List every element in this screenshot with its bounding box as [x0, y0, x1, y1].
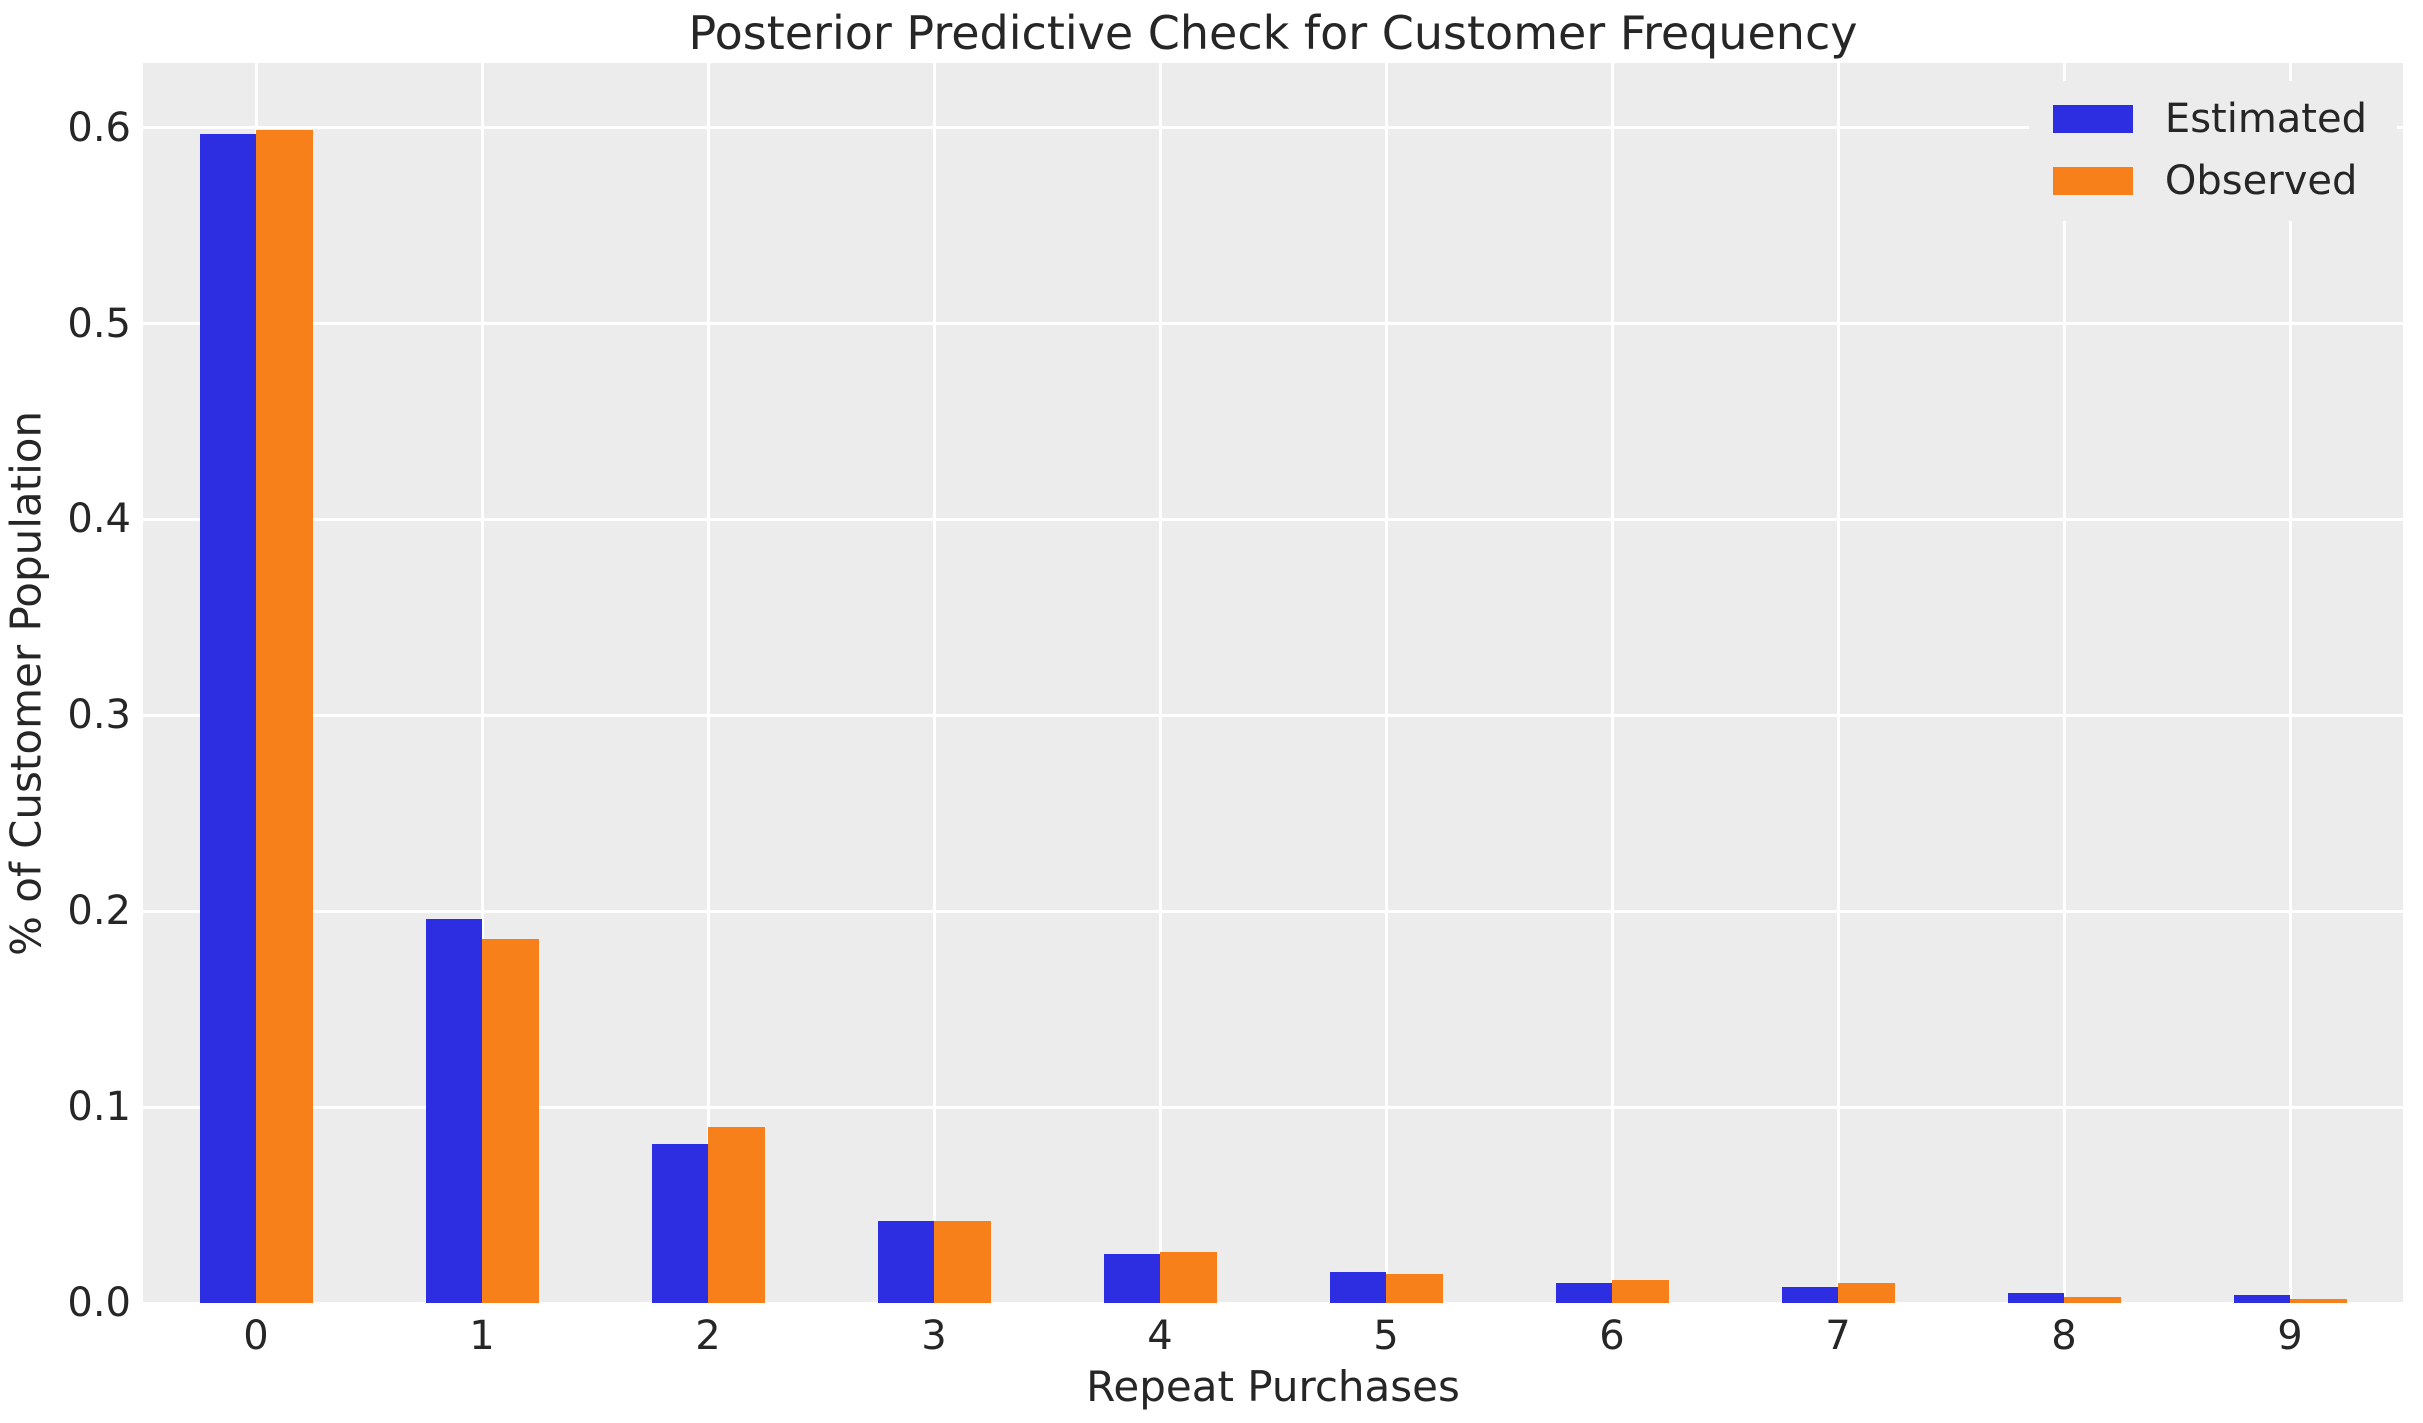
gridline-v	[706, 63, 710, 1303]
y-tick-label: 0.0	[67, 1280, 131, 1326]
x-tick-label: 7	[1825, 1313, 1851, 1359]
gridline-h	[143, 517, 2403, 521]
gridline-h	[143, 1301, 2403, 1303]
bar-estimated-4	[1103, 1254, 1160, 1303]
legend: Estimated Observed	[2028, 81, 2397, 221]
x-tick-label: 1	[469, 1313, 495, 1359]
x-tick-label: 0	[243, 1313, 269, 1359]
y-tick-label: 0.5	[67, 300, 131, 347]
y-tick-label: 0.4	[67, 496, 131, 543]
chart-title: Posterior Predictive Check for Customer …	[688, 6, 1858, 60]
bar-estimated-5	[1329, 1271, 1386, 1303]
legend-label-observed: Observed	[2164, 158, 2358, 204]
x-tick-label: 5	[1373, 1313, 1399, 1359]
legend-item-estimated: Estimated	[2052, 96, 2367, 142]
y-axis-title: % of Customer Population	[1, 410, 51, 956]
bar-estimated-3	[877, 1220, 934, 1303]
gridline-h	[143, 322, 2403, 326]
gridline-h	[143, 713, 2403, 717]
bar-estimated-1	[425, 919, 482, 1303]
gridline-v	[1610, 63, 1614, 1303]
bar-observed-5	[1386, 1273, 1443, 1303]
x-axis-title: Repeat Purchases	[1086, 1362, 1460, 1411]
gridline-v	[1836, 63, 1840, 1303]
legend-swatch-estimated	[2052, 105, 2133, 133]
bar-observed-6	[1612, 1279, 1669, 1303]
bar-observed-9	[2290, 1299, 2347, 1303]
y-tick-label: 0.2	[67, 888, 131, 935]
x-tick-label: 6	[1599, 1313, 1625, 1359]
bar-observed-3	[934, 1220, 991, 1303]
gridline-v	[2062, 63, 2066, 1303]
legend-item-observed: Observed	[2052, 158, 2367, 204]
legend-label-estimated: Estimated	[2164, 96, 2367, 142]
bar-observed-7	[1838, 1283, 1895, 1303]
gridline-h	[143, 126, 2403, 130]
x-tick-label: 9	[2277, 1313, 2303, 1359]
gridline-v	[1158, 63, 1162, 1303]
bar-observed-0	[256, 129, 313, 1303]
x-tick-label: 8	[2051, 1313, 2077, 1359]
x-tick-label: 4	[1147, 1313, 1173, 1359]
plot-area: Estimated Observed	[143, 63, 2403, 1303]
x-axis: 0 1 2 3 4 5 6 7 8 9	[143, 1303, 2403, 1359]
gridline-v	[480, 63, 484, 1303]
bar-estimated-2	[651, 1144, 708, 1303]
bar-estimated-8	[2007, 1293, 2064, 1303]
bar-observed-1	[482, 938, 539, 1303]
legend-swatch-observed	[2052, 167, 2133, 195]
bar-estimated-7	[1781, 1287, 1838, 1303]
gridline-h	[143, 909, 2403, 913]
bar-observed-2	[708, 1126, 765, 1303]
gridline-v	[932, 63, 936, 1303]
bar-estimated-9	[2233, 1295, 2290, 1303]
y-tick-label: 0.1	[67, 1084, 131, 1131]
x-tick-label: 2	[695, 1313, 721, 1359]
y-tick-label: 0.6	[67, 104, 131, 151]
bar-estimated-6	[1555, 1283, 1612, 1303]
gridline-v	[1384, 63, 1388, 1303]
y-axis: 0.0 0.1 0.2 0.3 0.4 0.5 0.6	[0, 63, 131, 1326]
x-tick-label: 3	[921, 1313, 947, 1359]
bar-estimated-0	[199, 133, 256, 1303]
bar-observed-8	[2064, 1297, 2121, 1303]
gridline-h	[143, 1105, 2403, 1109]
bar-observed-4	[1160, 1252, 1217, 1303]
gridline-v	[2288, 63, 2292, 1303]
y-tick-label: 0.3	[67, 692, 131, 739]
